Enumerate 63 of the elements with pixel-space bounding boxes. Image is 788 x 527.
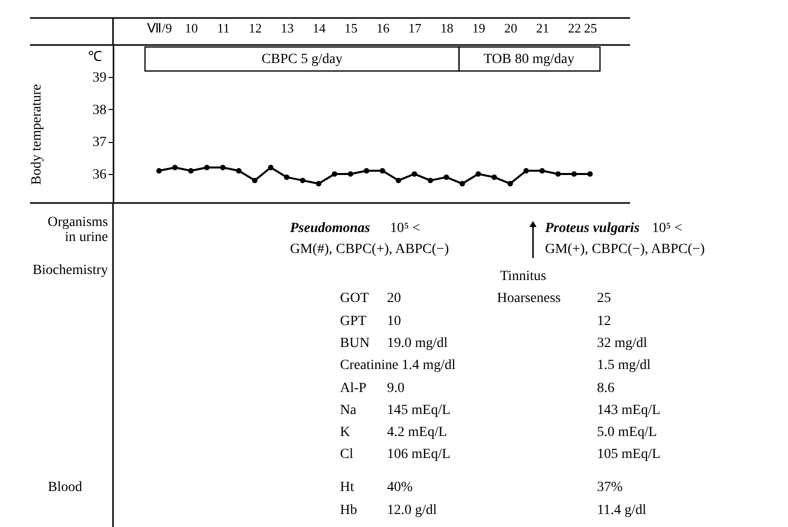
x-tick-label: 12 — [248, 20, 262, 36]
text: 9.0 — [387, 381, 404, 396]
text: 12 — [597, 314, 611, 329]
text: 5.0 mEq/L — [597, 425, 657, 440]
text: Pseudomonas — [290, 221, 371, 236]
text: Ht — [340, 480, 354, 495]
text: Tinnitus — [500, 269, 546, 284]
x-tick-label: 11 — [217, 20, 230, 36]
text: 37% — [597, 480, 623, 495]
text: 11.4 g/dl — [597, 503, 646, 518]
text: 20 — [387, 291, 401, 306]
text: Creatinine 1.4 mg/dl — [340, 358, 456, 373]
x-tick-label: 25 — [584, 20, 598, 36]
text: K — [340, 425, 350, 440]
text: GOT — [340, 291, 370, 306]
text: 12.0 g/dl — [387, 503, 437, 518]
y-tick-label: 39 — [92, 70, 106, 86]
text: Biochemistry — [32, 263, 108, 278]
x-tick-label: 15 — [344, 20, 358, 36]
y-tick-label: 37 — [92, 135, 106, 150]
text: 10⁵ < — [652, 221, 682, 236]
x-tick-label: 17 — [408, 20, 422, 36]
text: 106 mEq/L — [387, 447, 450, 462]
text: 10 — [387, 314, 401, 329]
text: 143 mEq/L — [597, 403, 660, 418]
text: ℃ — [88, 50, 102, 65]
text: 19.0 mg/dl — [387, 336, 448, 351]
annotation: TOB 80 mg/day — [484, 52, 574, 67]
text: GM(+), CBPC(−), ABPC(−) — [545, 242, 706, 257]
x-tick-label: 22 — [568, 20, 582, 36]
x-tick-label: 14 — [312, 20, 326, 36]
text: 1.5 mg/dl — [597, 358, 651, 373]
y-tick-label: 38 — [92, 102, 106, 118]
text: 25 — [597, 291, 611, 306]
x-tick-label: Ⅶ/9 — [146, 20, 172, 36]
text: 105 mEq/L — [597, 447, 660, 462]
text: 10⁵ < — [390, 221, 420, 236]
text: 145 mEq/L — [387, 403, 450, 418]
x-tick-label: 16 — [376, 20, 390, 36]
text: 40% — [387, 480, 413, 495]
text: 32 mg/dl — [597, 336, 648, 351]
y-tick-label: 36 — [92, 167, 106, 182]
x-tick-label: 21 — [536, 20, 550, 36]
x-tick-label: 20 — [504, 20, 518, 36]
x-tick-label: 19 — [472, 20, 486, 36]
text: Na — [340, 403, 358, 418]
y-axis-title: Body temperature — [30, 84, 44, 185]
text: GPT — [340, 314, 367, 329]
text: Cl — [340, 447, 354, 462]
text: GM(#), CBPC(+), ABPC(−) — [290, 242, 450, 257]
x-tick-label: 10 — [184, 20, 198, 36]
text: Al-P — [340, 381, 367, 396]
text: Blood — [48, 480, 82, 495]
annotation: CBPC 5 g/day — [262, 52, 342, 67]
text: Hoarseness — [497, 291, 561, 306]
x-tick-label: 13 — [280, 20, 294, 36]
text: Organisms in urine — [48, 215, 108, 245]
text: BUN — [340, 336, 370, 351]
text: Hb — [340, 503, 358, 518]
x-tick-label: 18 — [440, 20, 454, 36]
text: 8.6 — [597, 381, 614, 396]
text: Proteus vulgaris — [545, 221, 640, 236]
text: 4.2 mEq/L — [387, 425, 447, 440]
